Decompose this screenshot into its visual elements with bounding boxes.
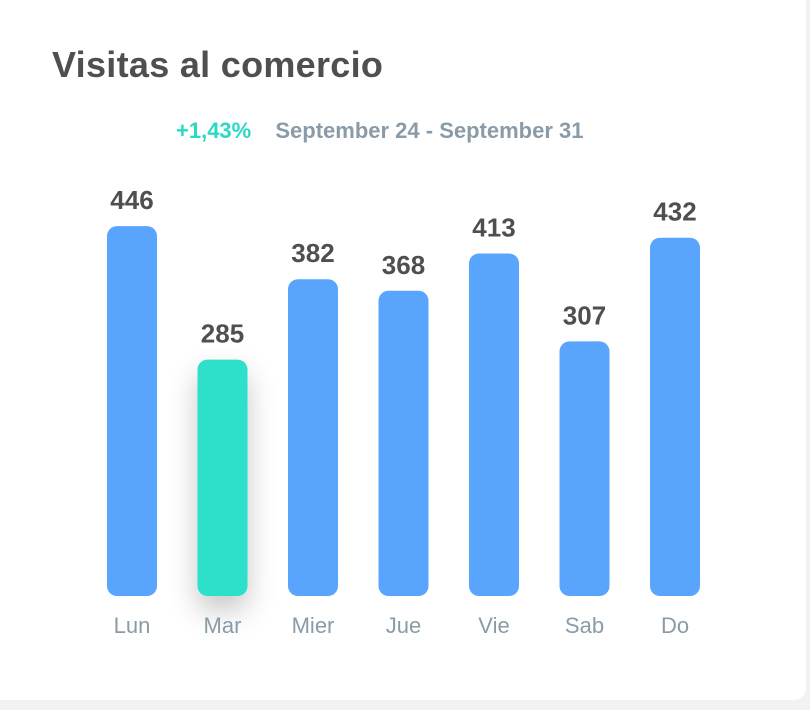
bar-sab	[559, 341, 610, 596]
value-label-sab: 307	[563, 300, 606, 330]
bars-group: 446 Lun 285 Mar 382 Mier 368 Jue 413 Vie 307 Sab 432…	[107, 185, 700, 638]
value-label-lun: 446	[110, 185, 153, 215]
summary-row: +1,43% September 24 - September 31	[176, 118, 584, 144]
category-label-do: Do	[661, 613, 689, 638]
card-title: Visitas al comercio	[52, 44, 384, 85]
bar-do	[650, 237, 700, 596]
value-label-mar: 285	[201, 319, 244, 349]
category-label-mar: Mar	[204, 613, 242, 638]
bar-mier	[288, 279, 338, 596]
category-label-lun: Lun	[114, 613, 151, 638]
date-range: September 24 - September 31	[275, 118, 584, 143]
category-label-sab: Sab	[565, 613, 604, 638]
bar-mar	[197, 359, 248, 596]
value-label-do: 432	[653, 197, 696, 227]
value-label-vie: 413	[472, 213, 515, 243]
change-percentage: +1,43%	[176, 118, 252, 143]
value-label-jue: 368	[382, 250, 425, 280]
category-label-jue: Jue	[386, 613, 421, 638]
bar-jue	[378, 290, 429, 596]
bar-lun	[107, 226, 157, 596]
bar-vie	[469, 253, 519, 596]
value-label-mier: 382	[291, 238, 334, 268]
category-label-vie: Vie	[478, 613, 509, 638]
category-label-mier: Mier	[292, 613, 335, 638]
